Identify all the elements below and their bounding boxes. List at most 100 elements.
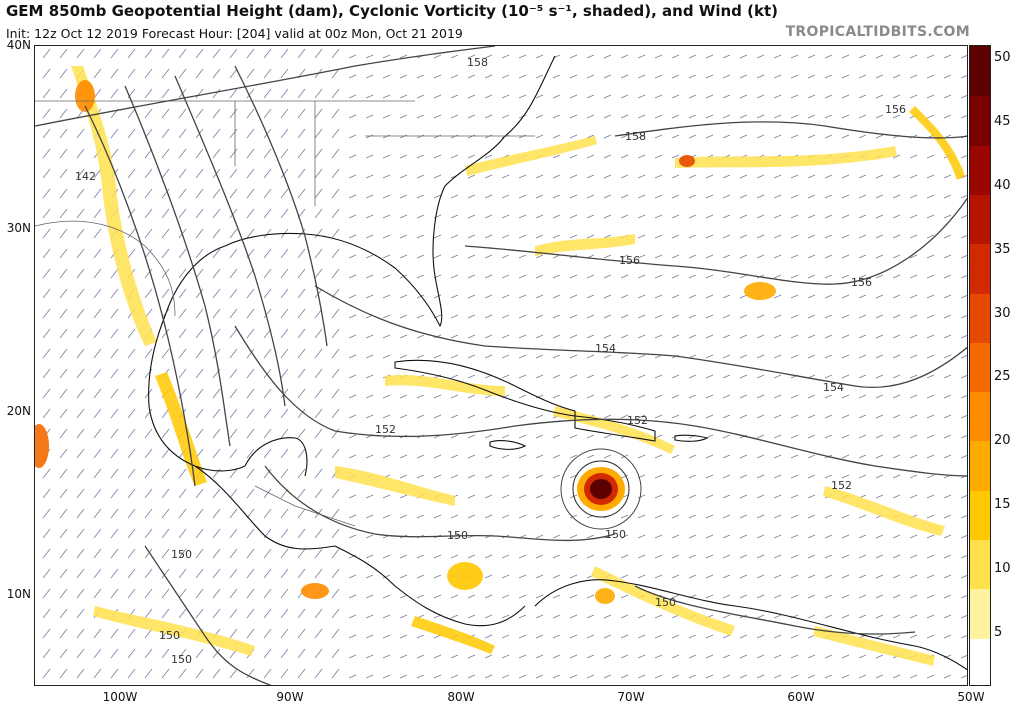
wind-barb xyxy=(195,228,204,239)
wind-barb xyxy=(229,348,238,359)
wind-barb xyxy=(297,428,306,439)
wind-barb xyxy=(569,394,578,399)
wind-barb xyxy=(433,214,442,219)
wind-barb xyxy=(365,134,374,139)
wind-barb xyxy=(280,188,289,199)
wind-barb xyxy=(875,94,884,99)
wind-barb xyxy=(399,234,408,239)
height-contour xyxy=(634,585,916,635)
wind-barb xyxy=(654,334,663,339)
wind-barb xyxy=(688,274,697,279)
wind-barb xyxy=(909,374,918,379)
wind-barb xyxy=(450,194,459,199)
vorticity-streak xyxy=(93,606,255,656)
wind-barb xyxy=(42,488,51,499)
wind-barb xyxy=(467,454,476,459)
wind-barb xyxy=(161,508,170,519)
wind-barb xyxy=(518,114,527,119)
wind-barb xyxy=(144,288,153,299)
wind-barb xyxy=(824,434,833,439)
wind-barb xyxy=(824,234,833,239)
wind-barb xyxy=(93,248,102,259)
wind-barb xyxy=(246,308,255,319)
wind-barb xyxy=(637,334,646,339)
wind-barb xyxy=(824,294,833,299)
wind-barb xyxy=(331,408,340,419)
wind-barb xyxy=(110,68,119,79)
wind-barb xyxy=(382,134,391,139)
wind-barb xyxy=(807,314,816,319)
wind-barb xyxy=(858,254,867,259)
wind-barb xyxy=(960,514,967,519)
wind-barb xyxy=(229,488,238,499)
wind-barb xyxy=(654,214,663,219)
wind-barb xyxy=(926,254,935,259)
wind-barb xyxy=(467,374,476,379)
wind-barb xyxy=(790,234,799,239)
wind-barb xyxy=(484,294,493,299)
wind-barb xyxy=(892,674,901,679)
wind-barb xyxy=(926,634,935,639)
wind-barb xyxy=(841,294,850,299)
wind-barb xyxy=(348,54,357,59)
wind-barb xyxy=(450,294,459,299)
wind-barb xyxy=(229,468,238,479)
wind-barb xyxy=(858,114,867,119)
wind-barb xyxy=(76,488,85,499)
wind-barb xyxy=(229,148,238,159)
wind-barb xyxy=(365,214,374,219)
wind-barb xyxy=(297,628,306,639)
vorticity-streak xyxy=(385,374,505,396)
colorbar-tick-label: 40 xyxy=(994,178,1011,193)
wind-barb xyxy=(518,374,527,379)
wind-barb xyxy=(705,74,714,79)
wind-barb xyxy=(501,314,510,319)
colorbar-tick-label: 30 xyxy=(994,306,1011,321)
contour-label: 150 xyxy=(171,653,192,666)
wind-barb xyxy=(569,194,578,199)
wind-barb xyxy=(110,388,119,399)
wind-barb xyxy=(773,494,782,499)
wind-barb xyxy=(416,94,425,99)
wind-barb xyxy=(280,428,289,439)
wind-barb xyxy=(705,254,714,259)
wind-barb xyxy=(365,154,374,159)
wind-barb xyxy=(297,448,306,459)
us-mexico-border xyxy=(35,220,176,317)
wind-barb xyxy=(637,514,646,519)
wind-barb xyxy=(518,554,527,559)
wind-barb xyxy=(722,654,731,659)
wind-barb xyxy=(535,274,544,279)
wind-barb xyxy=(705,274,714,279)
wind-barb xyxy=(620,274,629,279)
wind-barb xyxy=(484,454,493,459)
wind-barb xyxy=(93,388,102,399)
wind-barb xyxy=(467,234,476,239)
wind-barb xyxy=(246,528,255,539)
wind-barb xyxy=(620,634,629,639)
wind-barb xyxy=(178,488,187,499)
wind-barb xyxy=(875,474,884,479)
wind-barb xyxy=(620,114,629,119)
wind-barb xyxy=(161,428,170,439)
wind-barb xyxy=(59,628,68,639)
wind-barb xyxy=(76,448,85,459)
wind-barb xyxy=(858,574,867,579)
wind-barb xyxy=(926,594,935,599)
wind-barb xyxy=(42,48,51,59)
wind-barb xyxy=(773,54,782,59)
wind-barb xyxy=(705,534,714,539)
wind-barb xyxy=(314,448,323,459)
wind-barb xyxy=(93,508,102,519)
wind-barb xyxy=(756,74,765,79)
wind-barb xyxy=(280,388,289,399)
vorticity-streak xyxy=(553,406,675,454)
wind-barb xyxy=(314,468,323,479)
wind-barb xyxy=(892,154,901,159)
wind-barb xyxy=(42,528,51,539)
south-america-coastline xyxy=(534,579,967,671)
wind-barb xyxy=(586,594,595,599)
wind-barb xyxy=(739,274,748,279)
wind-barb xyxy=(960,214,967,219)
wind-barb xyxy=(416,74,425,79)
